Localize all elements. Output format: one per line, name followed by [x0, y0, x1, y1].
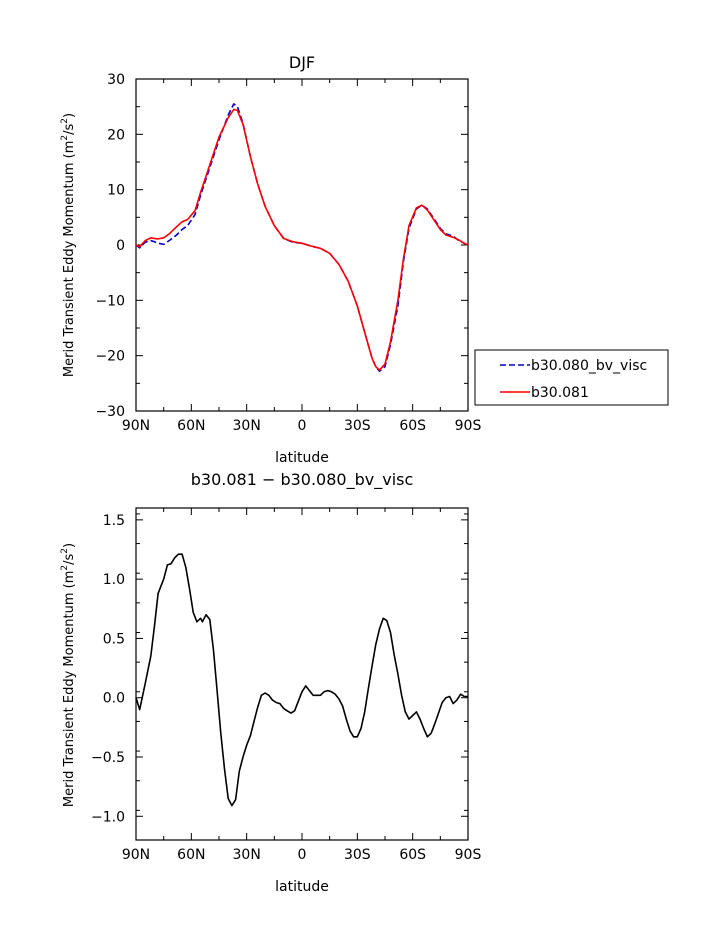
- bottom-y-axis-label: Merid Transient Eddy Momentum (m2/s2): [60, 543, 77, 807]
- bottom-x-axis-label: latitude: [275, 879, 329, 895]
- x-tick-label: 60S: [399, 418, 426, 434]
- x-tick-label: 90N: [122, 847, 150, 863]
- y-tick-label: 0: [116, 238, 125, 254]
- x-tick-label: 30N: [233, 418, 261, 434]
- y-tick-label: 10: [107, 183, 125, 199]
- top-series: [135, 103, 469, 372]
- top-plot-frame: [135, 78, 469, 412]
- bottom-series: [135, 553, 468, 807]
- series-line-b30.080_bv_visc: [135, 103, 469, 372]
- legend-box: [474, 349, 669, 406]
- legend: b30.080_bv_visc b30.081: [474, 349, 669, 406]
- x-tick-label: 60N: [177, 418, 205, 434]
- y-tick-label: 0.0: [103, 691, 125, 707]
- y-tick-label: 0.5: [103, 631, 125, 647]
- x-tick-label: 0: [298, 847, 307, 863]
- top-y-axis-label: Merid Transient Eddy Momentum (m2/s2): [60, 113, 77, 377]
- y-tick-label: −0.5: [91, 750, 125, 766]
- bottom-ticks: 90N 60N 30N 0 30S 60S 90S −1.0 −0.5 0.0 0.5 1.0 1.5: [91, 508, 481, 863]
- top-panel: DJF 90N 60N 30N 0 30S 60S 90S−30−20−100102030 …: [60, 53, 481, 466]
- x-tick-label: 90S: [455, 847, 482, 863]
- bottom-panel: b30.081 − b30.080_bv_visc 90N 60N 30N 0 30S 6…: [60, 470, 481, 895]
- y-tick-label: −1.0: [91, 809, 125, 825]
- y-tick-label: 30: [107, 72, 125, 88]
- x-tick-label: 30N: [233, 847, 261, 863]
- x-tick-label: 60S: [399, 847, 426, 863]
- x-tick-label: 0: [298, 418, 307, 434]
- legend-label-series-1: b30.080_bv_visc: [531, 358, 647, 374]
- top-title: DJF: [289, 53, 315, 72]
- top-x-axis-label: latitude: [275, 450, 329, 466]
- x-tick-label: 90S: [455, 418, 482, 434]
- x-tick-label: 30S: [344, 418, 371, 434]
- bottom-plot-frame: [135, 507, 469, 841]
- y-tick-label: 1.5: [103, 513, 125, 529]
- x-tick-label: 30S: [344, 847, 371, 863]
- legend-label-series-2: b30.081: [531, 385, 589, 401]
- difference-line: [135, 553, 468, 807]
- x-tick-label: 90N: [122, 418, 150, 434]
- y-tick-label: −20: [95, 349, 125, 365]
- bottom-title: b30.081 − b30.080_bv_visc: [191, 470, 414, 490]
- top-ticks: 90N 60N 30N 0 30S 60S 90S −30 −20 −10 0 10 20 30: [95, 72, 481, 434]
- y-tick-label: 1.0: [103, 572, 125, 588]
- y-tick-label: −10: [95, 293, 125, 309]
- x-tick-label: 60N: [177, 847, 205, 863]
- series-line-b30.081: [135, 108, 469, 371]
- y-tick-label: 20: [107, 127, 125, 143]
- y-tick-label: −30: [95, 404, 125, 420]
